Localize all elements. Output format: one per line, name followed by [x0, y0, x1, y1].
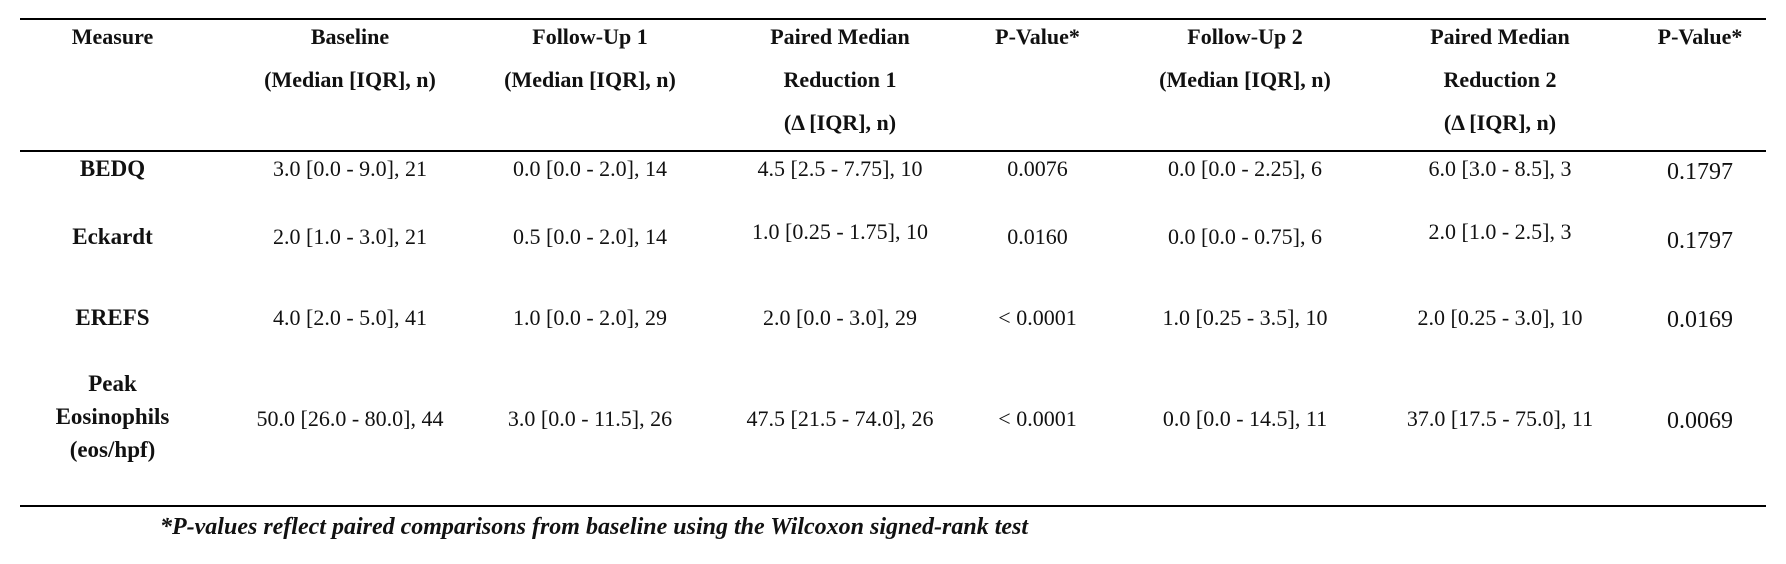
row-4-reduction1: 47.5 [21.5 - 74.0], 26	[746, 406, 934, 431]
row-2-baseline: 2.0 [1.0 - 3.0], 21	[273, 224, 427, 249]
row-2-reduction2: 2.0 [1.0 - 2.5], 3	[1428, 219, 1572, 244]
row-3-reduction1: 2.0 [0.0 - 3.0], 29	[763, 305, 917, 330]
row-4-measure-line-3: (eos/hpf)	[69, 437, 156, 462]
header-reduction1: Paired Median Reduction 1 (Δ [IQR], n)	[715, 15, 965, 144]
header-baseline-line-1: Baseline	[310, 24, 390, 49]
header-followup1-line-1: Follow-Up 1	[532, 24, 648, 49]
row-1-pvalue1: 0.0076	[1007, 156, 1068, 181]
row-2-reduction1: 1.0 [0.25 - 1.75], 10	[752, 219, 928, 244]
row-3-baseline: 4.0 [2.0 - 5.0], 41	[273, 305, 427, 330]
row-2-followup1: 0.5 [0.0 - 2.0], 14	[513, 224, 667, 249]
header-followup2: Follow-Up 2 (Median [IQR], n)	[1115, 15, 1375, 101]
header-followup1-line-2: (Median [IQR], n)	[504, 67, 676, 92]
row-1-reduction2: 6.0 [3.0 - 8.5], 3	[1428, 156, 1572, 181]
header-reduction2-line-1: Paired Median	[1430, 24, 1570, 49]
row-4-followup2: 0.0 [0.0 - 14.5], 11	[1162, 406, 1328, 431]
header-baseline-line-2: (Median [IQR], n)	[264, 67, 436, 92]
row-1-baseline: 3.0 [0.0 - 9.0], 21	[273, 156, 427, 181]
header-measure-line-1: Measure	[71, 24, 154, 49]
row-3-pvalue2: 0.0169	[1667, 307, 1733, 333]
row-1-pvalue2: 0.1797	[1667, 159, 1733, 185]
header-baseline: Baseline (Median [IQR], n)	[215, 15, 485, 101]
header-reduction2-line-3: (Δ [IQR], n)	[1443, 110, 1557, 135]
header-reduction2-line-2: Reduction 2	[1443, 67, 1557, 92]
row-4-pvalue2: 0.0069	[1667, 408, 1733, 434]
row-4-measure-line-1: Peak	[88, 371, 137, 396]
row-2-pvalue2: 0.1797	[1667, 228, 1733, 254]
row-4-pvalue1: < 0.0001	[998, 406, 1077, 431]
row-2-followup2: 0.0 [0.0 - 0.75], 6	[1168, 224, 1322, 249]
row-2-pvalue1: 0.0160	[1007, 224, 1068, 249]
header-measure: Measure	[40, 15, 185, 58]
header-reduction1-line-3: (Δ [IQR], n)	[783, 110, 897, 135]
header-reduction1-line-2: Reduction 1	[783, 67, 897, 92]
table-bottom-rule	[20, 505, 1766, 507]
header-followup2-line-1: Follow-Up 2	[1187, 24, 1303, 49]
row-4-measure-line-2: Eosinophils	[55, 404, 170, 429]
table-footnote: *P-values reflect paired comparisons fro…	[160, 514, 1029, 540]
row-3-reduction2: 2.0 [0.25 - 3.0], 10	[1417, 305, 1583, 330]
row-1-measure: BEDQ	[79, 156, 146, 181]
row-3-measure: EREFS	[75, 305, 150, 330]
header-reduction1-line-1: Paired Median	[770, 24, 910, 49]
row-1-reduction1: 4.5 [2.5 - 7.75], 10	[757, 156, 923, 181]
row-3-followup1: 1.0 [0.0 - 2.0], 29	[513, 305, 667, 330]
header-followup2-line-2: (Median [IQR], n)	[1159, 67, 1331, 92]
header-reduction2: Paired Median Reduction 2 (Δ [IQR], n)	[1375, 15, 1625, 144]
header-followup1: Follow-Up 1 (Median [IQR], n)	[455, 15, 725, 101]
row-4-followup1: 3.0 [0.0 - 11.5], 26	[507, 406, 673, 431]
header-pvalue1-line-1: P-Value*	[995, 24, 1080, 49]
header-pvalue1: P-Value*	[960, 15, 1115, 58]
row-3-pvalue1: < 0.0001	[998, 305, 1077, 330]
row-2-measure: Eckardt	[72, 224, 153, 249]
table-top-rule	[20, 18, 1766, 20]
header-pvalue2-line-1: P-Value*	[1657, 24, 1743, 49]
row-1-followup1: 0.0 [0.0 - 2.0], 14	[513, 156, 667, 181]
row-4-reduction2: 37.0 [17.5 - 75.0], 11	[1406, 406, 1594, 431]
row-3-followup2: 1.0 [0.25 - 3.5], 10	[1162, 305, 1328, 330]
row-4-baseline: 50.0 [26.0 - 80.0], 44	[256, 406, 444, 431]
header-bottom-rule	[20, 150, 1766, 152]
row-4-measure: Peak Eosinophils (eos/hpf)	[30, 367, 195, 466]
header-pvalue2: P-Value*	[1625, 15, 1775, 58]
row-1-followup2: 0.0 [0.0 - 2.25], 6	[1168, 156, 1322, 181]
